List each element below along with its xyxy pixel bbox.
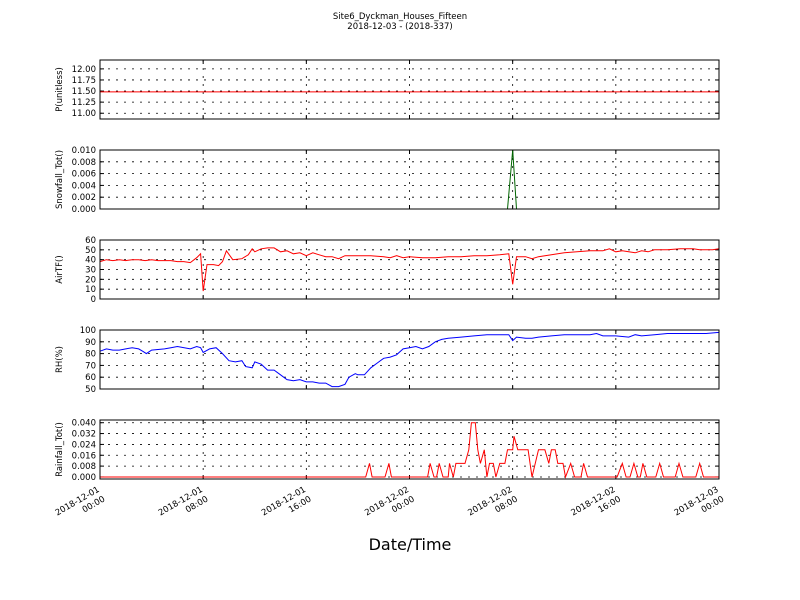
y-axis-label: RH(%) [55,346,65,373]
y-tick-label: 40 [85,256,96,266]
y-tick-label: 50 [85,246,96,256]
x-tick-label: 2018-12-0208:00 [466,485,519,528]
y-tick-label: 0.010 [72,146,96,156]
x-tick-label: 2018-12-0300:00 [673,485,726,528]
y-tick-label: 0.032 [72,430,96,440]
y-tick-label: 0.000 [72,473,96,483]
y-axis-label: AirTF() [55,255,65,283]
axes-frame [99,329,720,390]
chart-title: Site6_Dyckman_Houses_Fifteen [333,12,467,22]
y-tick-label: 0.040 [72,419,96,429]
chart-subtitle: 2018-12-03 - (2018-337) [347,22,452,32]
y-tick-label: 0.008 [72,462,96,472]
y-tick-label: 30 [85,266,96,276]
x-axis: 2018-12-0100:00 2018-12-0108:00 2018-12-01… [54,485,726,528]
y-tick-label: 70 [85,361,96,371]
y-tick-label: 0.004 [72,181,96,191]
y-tick-label: 11.00 [72,109,96,119]
y-tick-label: 90 [85,338,96,348]
y-tick-label: 0.002 [72,193,96,203]
axes-frame [99,419,720,480]
y-tick-label: 0 [91,295,96,305]
y-tick-label: 0.006 [72,170,96,180]
y-tick-label: 20 [85,275,96,285]
x-tick-label: 2018-12-0216:00 [570,485,623,528]
y-tick-label: 100 [80,326,96,336]
x-tick-label: 2018-12-0108:00 [157,485,210,528]
y-axis-label: Snowfall_Tot() [55,150,65,209]
x-axis-label: Date/Time [369,535,452,554]
y-tick-label: 11.50 [72,87,96,97]
x-tick-label: 2018-12-0116:00 [260,485,313,528]
y-tick-label: 10 [85,285,96,295]
rh-series-line [99,331,720,388]
y-tick-label: 12.00 [72,65,96,75]
y-tick-label: 0.016 [72,451,96,461]
y-tick-label: 50 [85,385,96,395]
axes-frame [99,59,720,120]
y-tick-label: 0.008 [72,158,96,168]
axes-frame [99,239,720,300]
rainfall-series-line [100,422,719,479]
y-tick-label: 0.024 [72,440,96,450]
y-tick-label: 60 [85,373,96,383]
axes-frame [99,149,720,210]
x-tick-label: 2018-12-0200:00 [363,485,416,528]
airtemp-series-line [99,247,720,292]
y-axis-label: Rainfall_Tot() [55,422,65,477]
y-tick-label: 60 [85,236,96,246]
y-axis-label: P(unitless) [55,67,65,112]
y-tick-label: 80 [85,350,96,360]
y-tick-label: 11.75 [72,76,96,86]
y-tick-label: 0.000 [72,205,96,215]
x-tick-label: 2018-12-0100:00 [54,485,107,528]
y-tick-label: 11.25 [72,98,96,108]
